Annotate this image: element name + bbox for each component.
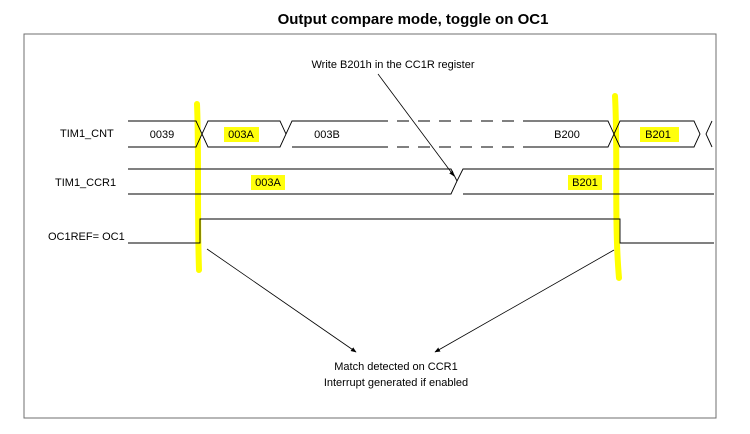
match-annotation-line2: Interrupt generated if enabled [324,377,468,389]
highlight-cnt-003a [224,127,259,142]
highlight-ccr-003a [251,175,285,190]
highlight-stroke-right [612,93,622,281]
match-annotation-line1: Match detected on CCR1 [334,361,458,373]
write-arrow [377,73,455,177]
highlight-cnt-b201 [640,127,679,142]
cnt-value-4: B201 [645,129,671,141]
cnt-value-3: B200 [554,129,580,141]
ccr-waveform [128,168,714,195]
highlight-ccr-b201 [568,175,602,190]
cnt-value-0: 0039 [150,129,174,141]
match-arrow-right [434,249,615,353]
oc-waveform [128,218,714,244]
ccr-value-1: B201 [572,177,598,189]
cnt-value-2: 003B [314,129,340,141]
cnt-value-1: 003A [228,129,254,141]
write-annotation: Write B201h in the CC1R register [311,59,474,71]
signal-label-oc: OC1REF= OC1 [48,231,125,243]
signal-label-cnt: TIM1_CNT [60,128,114,140]
cnt-waveform [128,120,713,148]
ccr-value-0: 003A [255,177,281,189]
match-arrow-left [206,248,357,353]
highlight-stroke-left [194,101,202,273]
diagram-title: Output compare mode, toggle on OC1 [278,11,549,28]
signal-label-ccr: TIM1_CCR1 [55,177,116,189]
diagram-frame [23,33,717,419]
